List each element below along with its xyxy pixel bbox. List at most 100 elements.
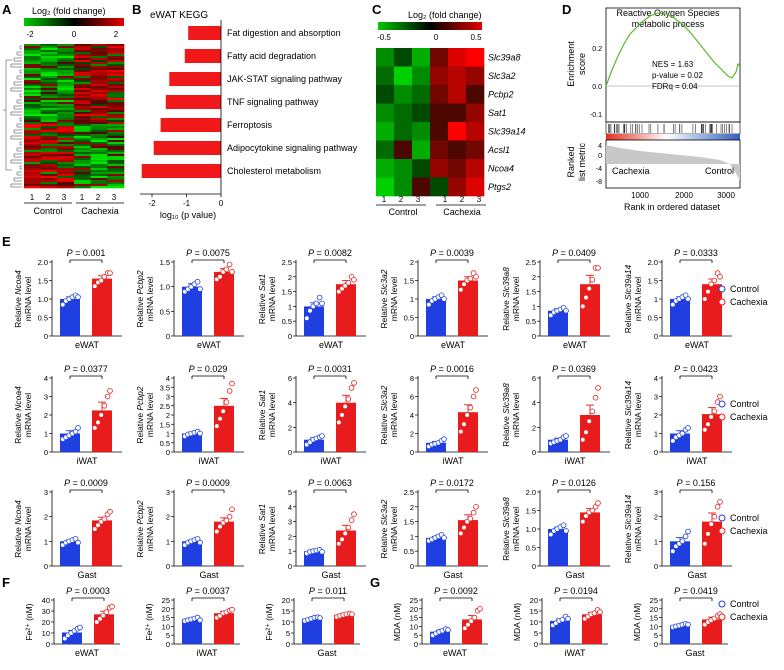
panel-d-title: Reactive Oxygen Species <box>616 8 720 18</box>
y-tick-label: 3 <box>44 488 48 497</box>
panel-a-heat-cell <box>107 88 125 91</box>
panel-a-heat-cell <box>74 142 91 145</box>
panel-a-heat-cell <box>57 56 75 59</box>
y-axis-label: Relative Slc39a14 <box>623 380 633 449</box>
data-point <box>467 404 474 411</box>
panel-b-category-label: Adipocytokine signaling pathway <box>227 143 358 153</box>
panel-a-heat-cell <box>40 64 58 67</box>
panel-c-scale-tick: 0 <box>434 33 439 42</box>
y-tick-label: 2.0 <box>526 488 536 497</box>
y-tick-label: 0 <box>410 562 414 571</box>
panel-a-heat-cell <box>107 168 125 171</box>
panel-a-heat-cell <box>24 146 41 149</box>
panel-b-x-tick-label: -1 <box>183 199 191 208</box>
data-point <box>583 294 589 301</box>
y-tick-label: 2 <box>288 532 292 541</box>
panel-a-heat-cell <box>57 60 75 63</box>
y-tick-label: 2.5 <box>160 402 170 411</box>
panel-c-heat-cell <box>448 140 467 160</box>
panel-c-col-label: 3 <box>477 195 482 204</box>
panel-a-heat-cell <box>40 132 58 135</box>
panel-d-es-tick: 0.0 <box>592 84 602 91</box>
panel-c-heat-cell <box>448 122 467 141</box>
bar-plot-e-gast-ncoa4: 0 1 2 3 P = 0.0009 Gast Relative Ncoa4 mRNA lev… <box>13 478 122 580</box>
panel-a-heat-cell <box>40 92 58 95</box>
panel-d-es-tick: -0.1 <box>590 112 602 119</box>
data-point <box>717 273 723 280</box>
panel-a-heat-cell <box>40 68 58 71</box>
panel-a-heat-cell <box>90 182 108 185</box>
panel-a-heat-cell <box>24 86 41 89</box>
bar-cachexia <box>92 278 112 336</box>
panel-b-bar <box>160 118 221 132</box>
panel-a-heat-cell <box>40 80 58 83</box>
panel-a-heat-cell <box>57 98 75 101</box>
panel-a-col-label: 2 <box>46 193 51 202</box>
data-point <box>714 503 721 510</box>
tissue-label: Gast <box>687 570 707 580</box>
panel-a-heat-cell <box>57 170 75 173</box>
panel-c-gene-label: Ptgs2 <box>488 182 511 192</box>
panel-a-heat-cell <box>107 160 125 163</box>
panel-d-title: metabolic process <box>632 19 705 29</box>
panel-c-gene-label: Pcbp2 <box>488 89 514 99</box>
y-tick-label: 0 <box>654 332 658 341</box>
y-tick-label: 10 <box>162 622 170 631</box>
p-value-label: P = 0.0409 <box>552 248 596 258</box>
panel-a-heat-cell <box>74 66 91 69</box>
panel-c-heat-cell <box>466 122 485 141</box>
panel-a-heat-cell <box>90 160 108 163</box>
panel-a-heat-cell <box>90 158 108 161</box>
panel-a-heat-cell <box>24 88 41 91</box>
data-point <box>425 301 432 308</box>
panel-a-heat-cell <box>57 136 75 139</box>
panel-a-heat-cell <box>40 66 58 69</box>
y-tick-label: 1 <box>654 295 658 304</box>
y-tick-label: 25 <box>650 596 658 605</box>
panel-a-heat-cell <box>74 120 91 123</box>
data-point <box>586 285 592 292</box>
panel-c-color-scale <box>378 22 482 30</box>
bar-plot-e-ewat-slc39a14: 0 0.5 1 1.5 2.0 P = 0.0333 eWAT Relative Slc39a… <box>623 248 732 350</box>
data-point <box>335 419 342 426</box>
data-point <box>685 425 691 431</box>
y-tick-label: 0 <box>166 448 170 457</box>
panel-a-heat-cell <box>40 160 58 163</box>
panel-a-heat-cell <box>24 114 41 117</box>
panel-b-category-label: Ferroptosis <box>227 120 273 130</box>
panel-a-heat-cell <box>90 106 108 109</box>
panel-d-fdr: FDRq = 0.04 <box>652 82 698 91</box>
data-point <box>563 528 569 534</box>
y-tick-label: 8 <box>410 374 414 383</box>
y-tick-label: 1 <box>654 430 658 439</box>
panel-a-col-label: 2 <box>96 193 101 202</box>
data-point <box>197 430 203 437</box>
panel-a-heat-cell <box>74 58 91 61</box>
panel-a-heat-cell <box>107 94 125 97</box>
panel-c-heat-cell <box>394 140 413 160</box>
panel-a-heat-cell <box>90 154 108 157</box>
panel-a-heat-cell <box>90 162 108 165</box>
panel-c-heat-cell <box>394 177 413 197</box>
panel-a-heat-cell <box>107 122 125 125</box>
panel-d-ylabel: score <box>577 53 587 75</box>
y-tick-label: 0.5 <box>160 439 170 448</box>
panel-a-heat-cell <box>24 44 41 47</box>
y-tick-label: 15 <box>162 614 170 623</box>
p-value-label: P = 0.0333 <box>674 248 718 258</box>
panel-a-heat-cell <box>40 54 58 57</box>
panel-c-heat-cell <box>376 103 395 123</box>
y-axis-label: MDA (nM) <box>632 603 642 641</box>
panel-a-heat-cell <box>40 186 58 189</box>
panel-a-heat-cell <box>90 76 108 79</box>
panel-d-x-tick: 2000 <box>675 191 693 200</box>
tissue-label: eWAT <box>563 340 588 350</box>
y-tick-label: 40 <box>42 596 50 605</box>
y-tick-label: 0 <box>44 448 48 457</box>
panel-a-heat-cell <box>40 168 58 171</box>
tissue-label: iWAT <box>77 456 98 466</box>
legend-label-control: Control <box>730 399 759 409</box>
panel-a-heat-cell <box>40 124 58 127</box>
panel-d-nes: NES = 1.63 <box>652 60 694 69</box>
y-tick-label: 0 <box>46 640 50 649</box>
